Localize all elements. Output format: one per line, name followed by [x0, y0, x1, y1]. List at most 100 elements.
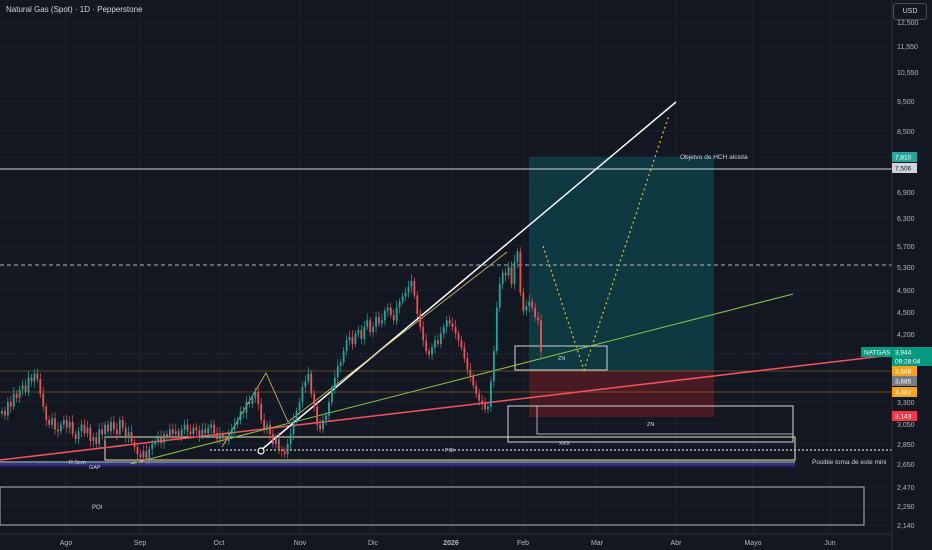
price-label-text: 3,143 — [895, 414, 912, 421]
candle-body — [142, 451, 145, 458]
candle-body — [475, 385, 478, 394]
candle-body — [110, 421, 112, 432]
time-tick-label: 2026 — [443, 540, 459, 547]
xxx-label: XXX — [559, 441, 570, 447]
candle-body — [439, 333, 442, 344]
candle-body — [507, 267, 510, 276]
candle-body — [484, 403, 486, 410]
price-label-bg — [892, 366, 917, 376]
red-trendline — [0, 354, 893, 461]
candle-body — [295, 411, 298, 421]
candle-body — [516, 251, 519, 262]
poi-lower-label: POI — [92, 505, 103, 511]
candle-body — [351, 336, 354, 344]
candle-body — [492, 351, 495, 382]
candle-body — [531, 301, 534, 308]
price-tick-label: 10,550 — [897, 70, 919, 77]
candle-body — [263, 420, 266, 430]
candle-body — [416, 295, 419, 314]
candle-body — [71, 421, 74, 435]
candle-body — [151, 444, 154, 450]
candle-body — [342, 351, 345, 363]
candle-body — [437, 340, 439, 344]
candle-body — [398, 301, 401, 308]
poi-bottom-box — [0, 486, 865, 526]
candle-body — [378, 317, 380, 324]
candle-body — [42, 393, 45, 407]
candle-body — [160, 437, 162, 444]
candle-body — [148, 449, 151, 460]
candle-body — [113, 421, 115, 430]
candle-body — [198, 430, 201, 437]
candle-body — [316, 406, 319, 425]
candle-body — [325, 415, 327, 421]
candle-body — [280, 449, 283, 452]
candle-body — [481, 400, 483, 404]
candle-body — [89, 427, 92, 442]
candle-body — [448, 320, 451, 324]
candle-body — [51, 418, 53, 425]
candle-body — [348, 336, 351, 341]
candle-body — [283, 451, 286, 455]
candle-body — [307, 373, 310, 382]
candle-body — [422, 326, 425, 341]
candle-body — [522, 292, 525, 311]
candle-body — [442, 326, 445, 334]
candle-body — [292, 420, 295, 435]
candle-body — [136, 447, 139, 455]
price-tick-label: 3,050 — [897, 422, 915, 429]
candle-body — [6, 402, 9, 416]
price-tick-label: 8,500 — [897, 129, 915, 136]
candle-body — [157, 437, 160, 442]
candle-body — [127, 432, 130, 438]
price-label-text: 7,810 — [895, 155, 912, 162]
candle-body — [77, 431, 80, 440]
candle-body — [386, 307, 389, 311]
candle-body — [21, 385, 24, 390]
price-tick-label: 6,900 — [897, 190, 915, 197]
candle-body — [345, 340, 348, 352]
candle-body — [4, 411, 6, 416]
candle-body — [407, 286, 410, 293]
candle-body — [174, 431, 177, 435]
candle-body — [277, 439, 280, 450]
price-label-text: 3,688 — [895, 369, 912, 376]
candle-body — [95, 437, 98, 444]
candle-body — [177, 431, 180, 438]
candle-body — [269, 424, 271, 435]
price-tick-label: 2,650 — [897, 462, 915, 469]
candle-body — [266, 424, 268, 430]
price-tick-label: 12,500 — [897, 20, 919, 27]
price-label-bg — [892, 163, 917, 173]
candle-body — [381, 320, 383, 324]
candle-body — [68, 421, 71, 428]
price-label-bg — [892, 356, 932, 366]
candle-body — [460, 340, 463, 348]
candle-body — [254, 392, 257, 398]
price-tick-label: 6,300 — [897, 216, 915, 223]
candle-body — [54, 418, 56, 430]
time-tick-label: Sep — [134, 540, 147, 547]
candle-body — [431, 347, 433, 355]
mini-label: Posible toma de este mini — [812, 459, 886, 466]
price-tick-label: 2,470 — [897, 485, 915, 492]
time-axis[interactable]: Ago Sep Oct Nov Dic 2026 Feb Mar Abr Mayo Jun — [60, 540, 836, 547]
candle-body — [236, 420, 239, 425]
candle-body — [360, 330, 363, 340]
candle-body — [213, 424, 215, 434]
candle-body — [330, 389, 333, 403]
price-tick-label: 11,550 — [897, 44, 918, 51]
currency-button[interactable]: USD — [893, 3, 927, 20]
white-trendline — [259, 101, 677, 452]
time-tick-label: Feb — [517, 540, 529, 547]
candle-body — [487, 406, 489, 410]
candle-body — [48, 420, 51, 425]
candle-body — [298, 402, 301, 412]
candle-body — [230, 429, 233, 435]
time-tick-label: Nov — [294, 540, 307, 547]
candle-body — [540, 320, 542, 352]
xxx-zone-box — [104, 436, 796, 461]
candle-body — [490, 381, 492, 407]
